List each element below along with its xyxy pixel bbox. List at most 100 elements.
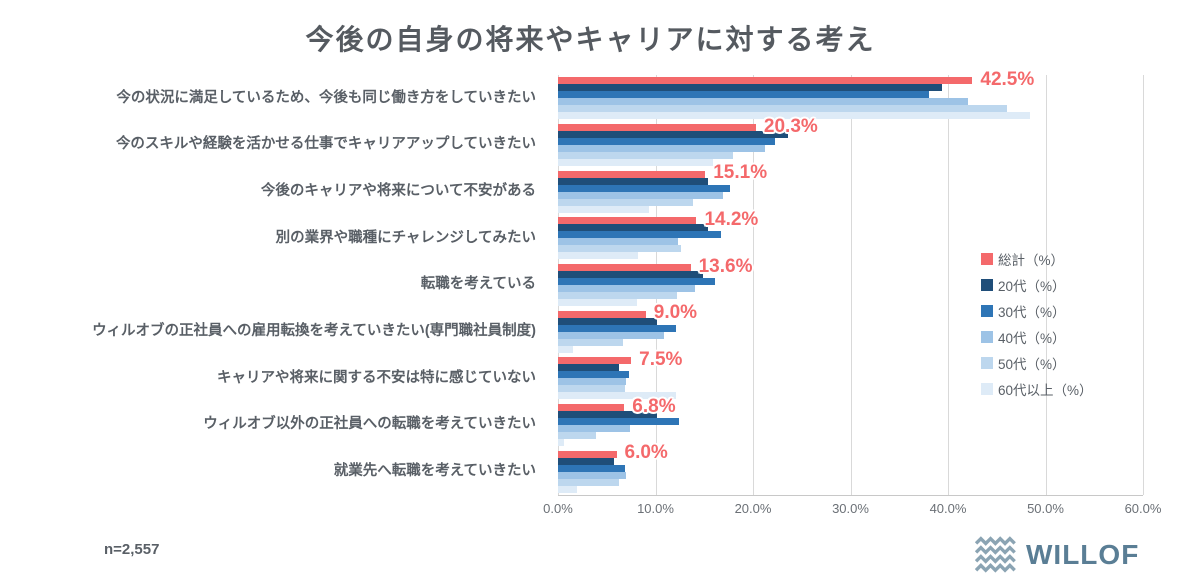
category-label: ウィルオブ以外の正社員への転職を考えていきたい xyxy=(203,416,536,433)
bar-30s xyxy=(558,137,776,145)
category-label: ウィルオブの正社員への雇用転換を考えていきたい(専門職社員制度) xyxy=(92,322,536,339)
total-value-label: 9.0% xyxy=(653,302,698,324)
gridline xyxy=(850,75,852,495)
legend-label-20s: 20代（%） xyxy=(998,279,1066,294)
legend-item-50s: 50代（%） xyxy=(981,354,1093,372)
bar-40s xyxy=(558,331,665,339)
willof-logo: WILLOF xyxy=(975,536,1139,573)
bar-60s-plus xyxy=(558,345,573,353)
gridline xyxy=(753,75,754,495)
legend-swatch-20s xyxy=(981,279,993,291)
bar-20s xyxy=(558,130,789,138)
bar-30s xyxy=(558,464,626,472)
bar-50s xyxy=(558,385,626,393)
bar-30s xyxy=(558,371,630,379)
sample-size-note: n=2,557 xyxy=(104,541,160,558)
gridline xyxy=(948,75,949,495)
total-value-label: 13.6% xyxy=(698,255,753,277)
bar-40s xyxy=(558,471,627,479)
bar-group: 13.6% xyxy=(558,256,1143,309)
legend-swatch-40s xyxy=(981,331,993,343)
bar-50s xyxy=(558,478,620,486)
bar-20s xyxy=(558,224,709,232)
bar-50s xyxy=(558,198,693,206)
legend-item-30s: 30代（%） xyxy=(981,302,1093,320)
bar-50s xyxy=(558,245,681,253)
bar-total xyxy=(558,310,646,318)
bar-50s xyxy=(558,151,733,159)
legend-label-60s-plus: 60代以上（%） xyxy=(998,383,1093,398)
bar-40s xyxy=(558,144,765,152)
bar-20s xyxy=(558,270,704,278)
legend-swatch-50s xyxy=(981,357,993,369)
total-value-label: 42.5% xyxy=(980,69,1035,90)
bar-40s xyxy=(558,98,969,106)
total-value-label: 6.8% xyxy=(632,395,676,417)
bar-total xyxy=(558,217,697,225)
legend-item-40s: 40代（%） xyxy=(981,328,1093,346)
logo-text: WILLOF xyxy=(1026,538,1140,570)
category-label: 今の状況に満足しているため、今後も同じ働き方をしていきたい xyxy=(116,89,536,106)
bar-40s xyxy=(558,424,631,432)
category-label: 今のスキルや経験を活かせる仕事でキャリアアップしていきたい xyxy=(115,136,536,153)
bar-30s xyxy=(558,277,715,285)
total-value-label: 14.2% xyxy=(704,208,759,230)
wave-zigzag-icon xyxy=(975,536,1016,573)
category-label: 今後のキャリアや将来について不安がある xyxy=(260,182,536,199)
legend-swatch-30s xyxy=(981,305,993,317)
bar-20s xyxy=(558,317,658,325)
bar-group: 6.0% xyxy=(558,443,1143,495)
bar-60s-plus xyxy=(558,438,564,446)
bar-40s xyxy=(558,284,695,292)
gridline xyxy=(1045,75,1047,495)
legend-item-60s-plus: 60代以上（%） xyxy=(981,380,1093,398)
bar-20s xyxy=(558,177,709,185)
bar-total xyxy=(558,123,756,131)
category-labels: 今の状況に満足しているため、今後も同じ働き方をしていきたい 今のスキルや経験を活か… xyxy=(0,75,548,495)
bar-50s xyxy=(558,105,1008,113)
bar-60s-plus xyxy=(558,392,676,400)
bar-group: 20.3% xyxy=(558,116,1143,169)
bar-total xyxy=(558,403,625,411)
x-axis-tick-label: 0.0% xyxy=(543,501,573,516)
x-axis-tick-label: 10.0% xyxy=(637,501,674,516)
bar-40s xyxy=(558,378,627,386)
bar-60s-plus xyxy=(558,252,638,260)
legend: 総計（%） 20代（%） 30代（%） 40代（%） 50代（%） 60代以上（%） xyxy=(981,250,1093,398)
bar-50s xyxy=(558,431,597,439)
total-value-label: 15.1% xyxy=(713,162,768,184)
bar-group: 9.0% xyxy=(558,303,1143,355)
total-value-label: 6.0% xyxy=(624,442,668,464)
x-axis-tick-label: 20.0% xyxy=(734,501,772,516)
bar-60s-plus xyxy=(558,158,714,166)
gridline xyxy=(1143,75,1144,495)
bar-30s xyxy=(558,417,679,425)
category-label: 別の業界や職種にチャレンジしてみたい xyxy=(275,229,536,246)
bar-30s xyxy=(558,91,929,99)
legend-swatch-60s-plus xyxy=(981,383,993,395)
bar-group: 14.2% xyxy=(558,209,1143,262)
category-label: 就業先へ転職を考えていきたい xyxy=(333,462,536,479)
chart-title: 今後の自身の将来やキャリアに対する考え xyxy=(305,24,876,55)
bar-20s xyxy=(558,364,620,372)
bar-60s-plus xyxy=(558,485,577,493)
total-value-label: 20.3% xyxy=(763,115,818,137)
x-axis-tick-label: 50.0% xyxy=(1027,501,1064,516)
bar-30s xyxy=(558,231,721,239)
bar-20s xyxy=(558,84,943,92)
total-value-label: 7.5% xyxy=(639,348,683,370)
plot-area: 42.5% 20.3% 15.1% 14.2% 13.6% 9.0% 7.5% 6.8% 6.0… xyxy=(558,70,1144,496)
bar-total xyxy=(558,170,706,178)
bar-40s xyxy=(558,238,678,246)
x-axis-tick-label: 40.0% xyxy=(929,501,967,516)
legend-label-30s: 30代（%） xyxy=(998,305,1066,320)
bar-group: 42.5% xyxy=(558,70,1143,122)
bar-60s-plus xyxy=(558,112,1030,120)
bar-40s xyxy=(558,191,723,199)
legend-label-40s: 40代（%） xyxy=(998,331,1066,346)
bar-30s xyxy=(558,324,676,332)
legend-swatch-total xyxy=(981,253,993,265)
bar-group: 15.1% xyxy=(558,163,1143,215)
bar-30s xyxy=(558,184,730,192)
